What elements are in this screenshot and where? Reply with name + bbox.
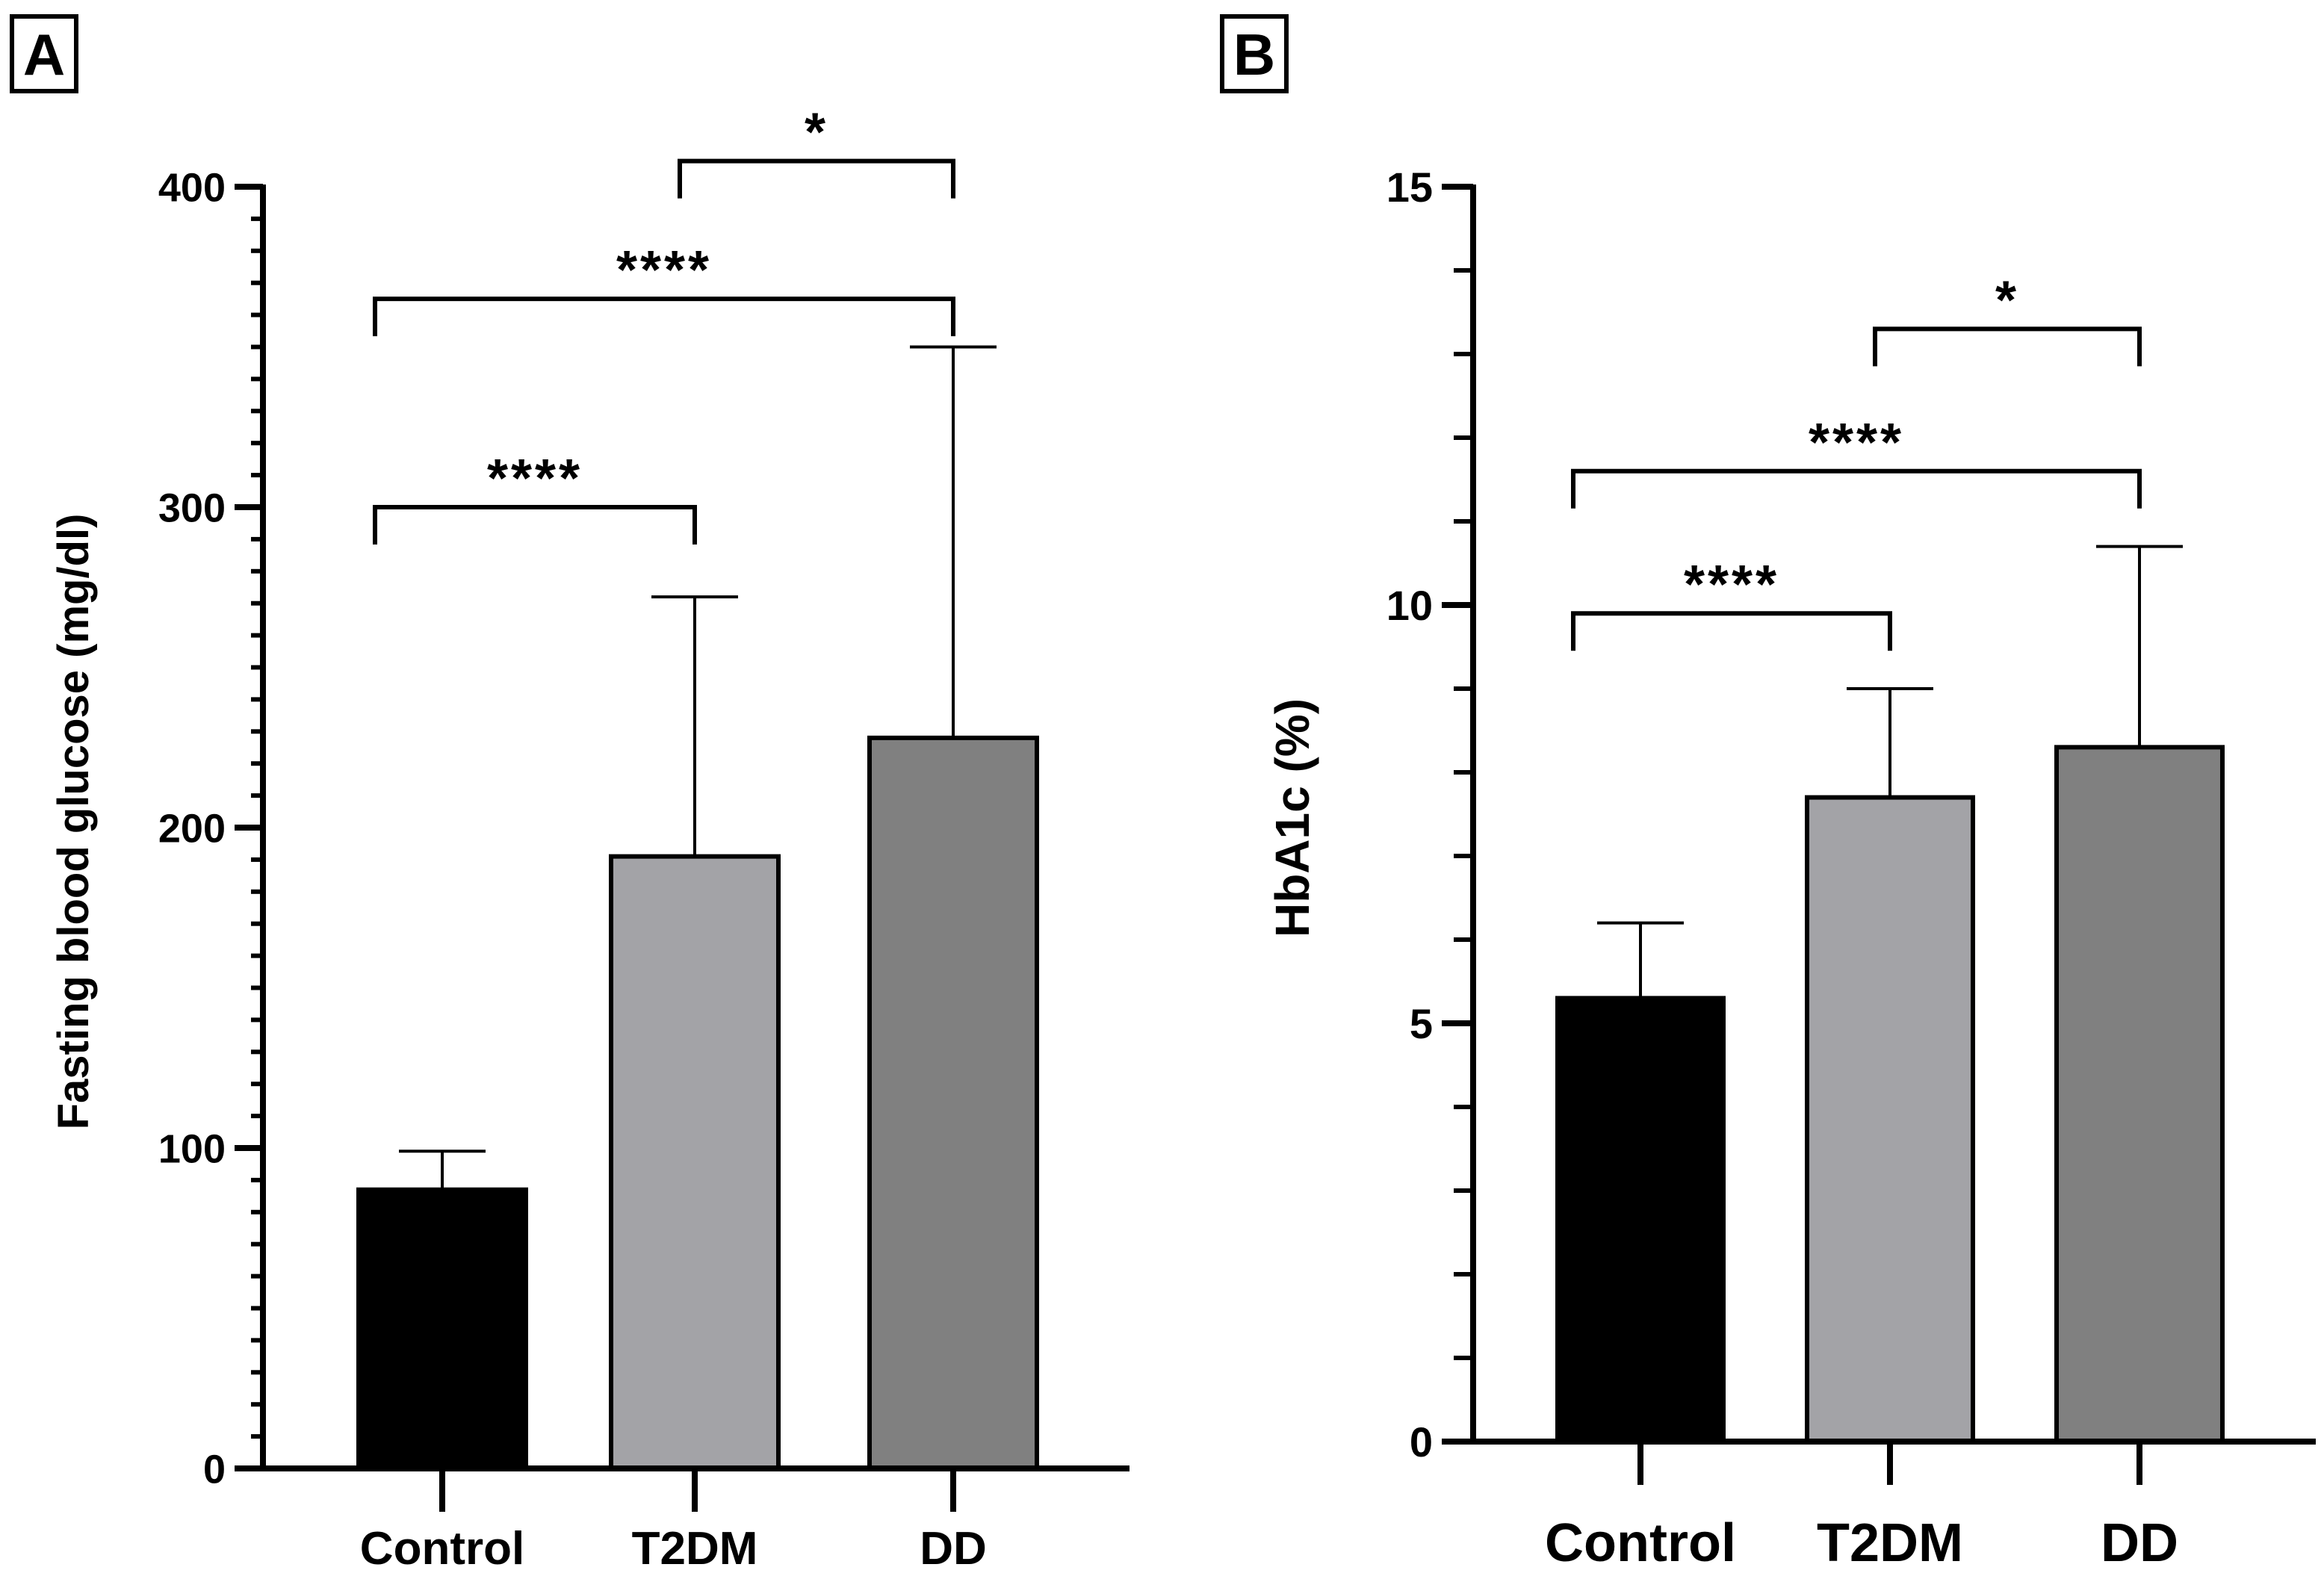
panel-b-bar-t2dm [1805, 795, 1975, 1444]
panel-b-tick-label: 15 [1386, 164, 1433, 211]
panel-b-label-box [1220, 14, 1289, 93]
panel-b-tick-label: 10 [1386, 582, 1433, 629]
panel-a-label-box [10, 14, 78, 93]
panel-a: A Fasting blood glucose (mg/dl) 0 100 200 3… [10, 14, 1130, 1575]
panel-a-significance-bracket [373, 297, 955, 337]
panel-a-category-label-control: Control [360, 1523, 524, 1575]
panel-b-bar-dd [2054, 745, 2225, 1444]
panel-a-label: A [23, 22, 65, 87]
panel-b-y-axis-label: HbA1c (%) [1265, 698, 1319, 937]
panel-a-bar-t2dm [609, 854, 781, 1471]
panel-a-tick-label: 400 [158, 165, 226, 210]
panel-a-significance-label: **** [616, 241, 712, 300]
panel-b-category-label-t2dm: T2DM [1817, 1513, 1963, 1573]
panel-b-significance-bracket [1571, 611, 1892, 651]
panel-b-category-label-control: Control [1545, 1513, 1736, 1573]
panel-a-significance-label: **** [487, 449, 583, 509]
panel-b-category-label-dd: DD [2101, 1513, 2178, 1573]
panel-a-tick-label: 100 [158, 1126, 226, 1171]
panel-a-significance-bracket [678, 158, 955, 199]
panel-b-significance-bracket [1571, 468, 2142, 509]
panel-a-significance-bracket [373, 505, 697, 545]
panel-b-bar-control [1555, 996, 1726, 1444]
panel-a-category-label-dd: DD [920, 1523, 987, 1575]
panel-a-tick-label: 0 [203, 1447, 226, 1492]
panel-a-y-axis-label: Fasting blood glucose (mg/dl) [49, 514, 98, 1130]
panel-b-significance-bracket [1873, 326, 2142, 367]
panel-b-significance-label: **** [1684, 555, 1779, 615]
panel-a-category-label-t2dm: T2DM [632, 1523, 758, 1575]
panel-a-bar-dd [867, 735, 1039, 1471]
panel-b-significance-label: * [1995, 270, 2019, 330]
panel-a-bar-control [356, 1187, 528, 1471]
panel-b-tick-label: 0 [1410, 1418, 1433, 1465]
panel-a-significance-label: * [805, 103, 828, 163]
panel-b-significance-label: **** [1809, 413, 1904, 473]
panel-b-tick-label: 5 [1410, 1000, 1433, 1047]
panel-a-tick-label: 200 [158, 806, 226, 851]
panel-a-tick-label: 300 [158, 486, 226, 530]
panel-b-label: B [1233, 22, 1275, 87]
